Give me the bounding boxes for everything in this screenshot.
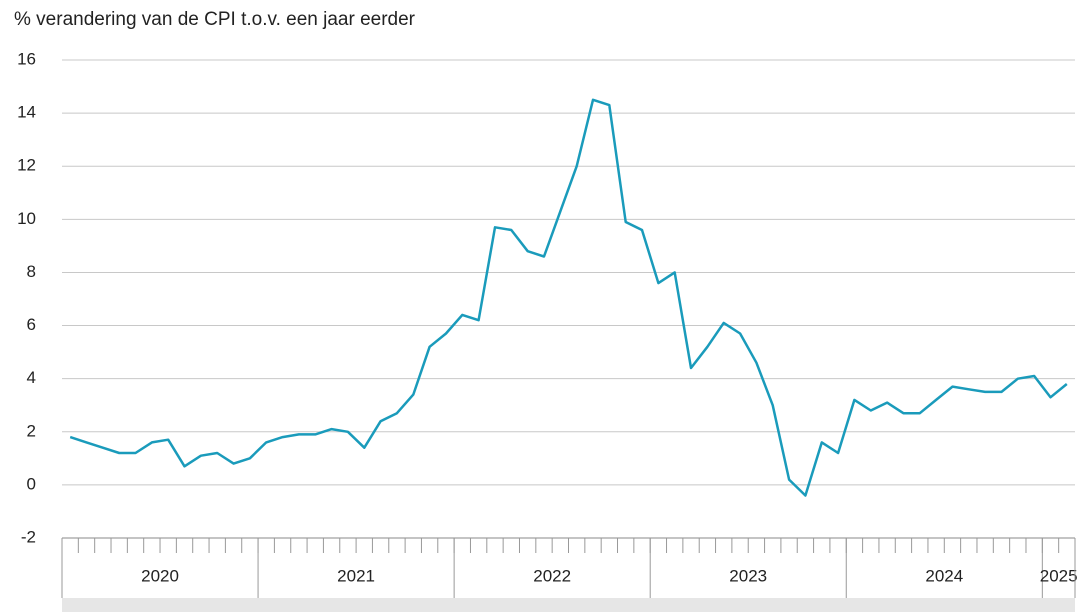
y-tick-label: 10 [17,209,36,228]
y-tick-label: 0 [27,474,36,493]
data-line [69,98,1068,497]
y-tick-label: 14 [17,103,36,122]
x-group-label: 2024 [925,566,963,585]
y-tick-label: 8 [27,262,36,281]
x-group-label: 2022 [533,566,571,585]
y-tick-label: 2 [27,421,36,440]
x-group-label: 2025 [1040,566,1078,585]
y-tick-label: 16 [17,49,36,68]
y-tick-label: 6 [27,315,36,334]
x-axis-strip [62,598,1075,612]
x-group-label: 2023 [729,566,767,585]
y-tick-label: 4 [27,368,36,387]
y-tick-label: 12 [17,156,36,175]
chart-title: % verandering van de CPI t.o.v. een jaar… [14,9,416,30]
x-group-label: 2021 [337,566,375,585]
x-group-label: 2020 [141,566,179,585]
y-tick-label: -2 [21,527,36,546]
